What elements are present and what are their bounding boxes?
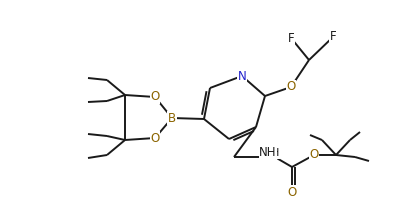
Text: H: H <box>271 148 279 158</box>
Text: N: N <box>238 69 246 83</box>
Text: O: O <box>288 186 297 198</box>
Text: O: O <box>150 131 160 145</box>
Text: O: O <box>150 91 160 103</box>
Text: O: O <box>310 149 319 161</box>
Text: N: N <box>261 148 269 158</box>
Text: NH: NH <box>259 147 277 159</box>
Text: B: B <box>168 111 176 125</box>
Text: O: O <box>286 81 296 93</box>
Text: F: F <box>330 30 336 44</box>
Text: F: F <box>288 32 294 44</box>
